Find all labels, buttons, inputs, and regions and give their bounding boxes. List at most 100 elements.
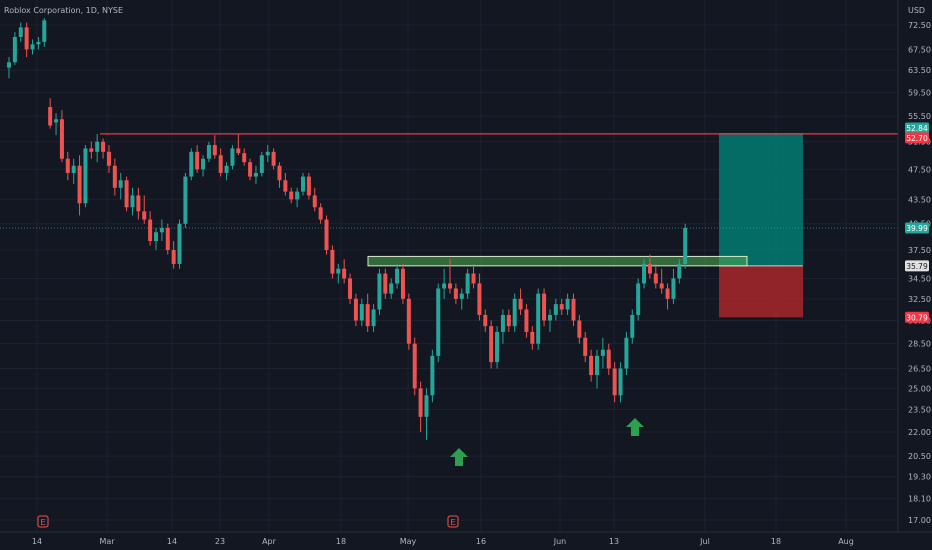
candle-body [442, 283, 447, 289]
candle-body [342, 268, 347, 279]
candle-body [59, 119, 64, 159]
price-label-text: 35.79 [906, 262, 928, 271]
candle-body [565, 298, 570, 310]
candle-body [71, 165, 76, 173]
candle-body [500, 314, 505, 332]
candle-body [483, 314, 488, 327]
candle-body [683, 227, 688, 264]
candle-body [24, 27, 29, 50]
y-tick-label: 67.50 [908, 45, 931, 54]
candle-body [259, 155, 264, 173]
price-label-tag [905, 260, 929, 272]
stop-loss-zone[interactable] [719, 265, 803, 318]
candle-body [524, 309, 529, 332]
price-label-tag [905, 132, 929, 144]
y-tick-label: 59.50 [908, 88, 931, 97]
candle-body [289, 191, 294, 200]
candle-body [271, 151, 276, 166]
y-tick-label: 28.50 [908, 340, 931, 349]
price-label-tag [905, 122, 929, 134]
y-tick-label: 20.50 [908, 452, 931, 461]
candle-body [518, 298, 523, 310]
candle-body [301, 176, 305, 192]
candle-body [142, 211, 147, 220]
earnings-icon-label: E [40, 518, 45, 527]
candle-body [277, 165, 282, 181]
candle-body [553, 304, 558, 315]
candle-body [471, 273, 476, 284]
x-tick-label: 14 [167, 537, 177, 546]
candle-body [571, 298, 576, 321]
candle-body [383, 273, 388, 294]
candle-body [112, 165, 117, 188]
candle-body [353, 298, 358, 321]
candle-body [465, 273, 470, 294]
y-tick-label: 43.50 [908, 195, 931, 204]
up-arrow-icon [450, 448, 468, 466]
candle-body [154, 232, 158, 242]
candle-body [618, 368, 623, 396]
candle-body [536, 293, 541, 344]
candle-body [336, 268, 341, 274]
price-label-tag [905, 311, 929, 323]
candle-body [77, 165, 82, 204]
candle-body [406, 298, 411, 344]
x-tick-label: May [400, 537, 417, 546]
candle-body [306, 176, 311, 196]
candle-body [418, 388, 423, 417]
chart-overlays [0, 132, 898, 318]
time-axis[interactable]: 14 Mar 14 23 Apr 18 May 16 Jun 13 Jul 18 Aug [32, 537, 854, 546]
candle-body [659, 283, 664, 289]
candle-body [183, 176, 188, 224]
candle-body [177, 223, 182, 264]
candle-body [130, 195, 135, 208]
x-tick-label: 18 [336, 537, 346, 546]
x-tick-label: 13 [609, 537, 619, 546]
candle-body [136, 195, 141, 212]
candle-body [218, 155, 223, 173]
candle-body [95, 141, 100, 152]
candle-body [489, 326, 494, 363]
x-tick-label: 23 [215, 537, 225, 546]
y-tick-label: 18.10 [908, 495, 931, 504]
candle-body [318, 207, 323, 220]
currency-label: USD [908, 6, 926, 15]
candle-body [636, 283, 641, 315]
candle-body [647, 263, 652, 274]
candle-body [377, 273, 382, 310]
candle-body [512, 298, 517, 327]
candle-body [671, 278, 676, 299]
earnings-icon[interactable] [37, 515, 49, 528]
candle-body [165, 227, 170, 250]
candle-body [212, 145, 217, 156]
y-tick-label: 47.50 [908, 165, 931, 174]
candle-body [224, 165, 229, 173]
candle-body [324, 219, 329, 250]
candle-body [48, 107, 53, 126]
candle-body [642, 263, 647, 284]
candle-body [36, 41, 41, 45]
y-tick-label: 37.50 [908, 246, 931, 255]
candle-body [189, 151, 194, 177]
x-tick-label: Mar [99, 537, 115, 546]
profit-target-zone[interactable] [719, 132, 803, 266]
candle-body [412, 343, 417, 389]
candle-body [630, 314, 635, 338]
candle-body [453, 288, 458, 299]
candle-body [30, 44, 35, 50]
candle-body [359, 304, 364, 321]
earnings-icon[interactable] [447, 515, 459, 528]
candle-body [348, 278, 353, 299]
candle-body [400, 268, 405, 299]
candle-body [371, 309, 376, 327]
candle-body [312, 195, 317, 208]
breakout-zone[interactable] [367, 255, 748, 267]
candle-body [265, 151, 270, 156]
candle-body [42, 20, 47, 42]
price-label-text: 52.84 [906, 124, 928, 133]
candle-body [248, 162, 253, 177]
price-label-text: 39.99 [906, 224, 928, 233]
candle-body [436, 288, 441, 356]
y-tick-label: 17.00 [908, 516, 931, 525]
